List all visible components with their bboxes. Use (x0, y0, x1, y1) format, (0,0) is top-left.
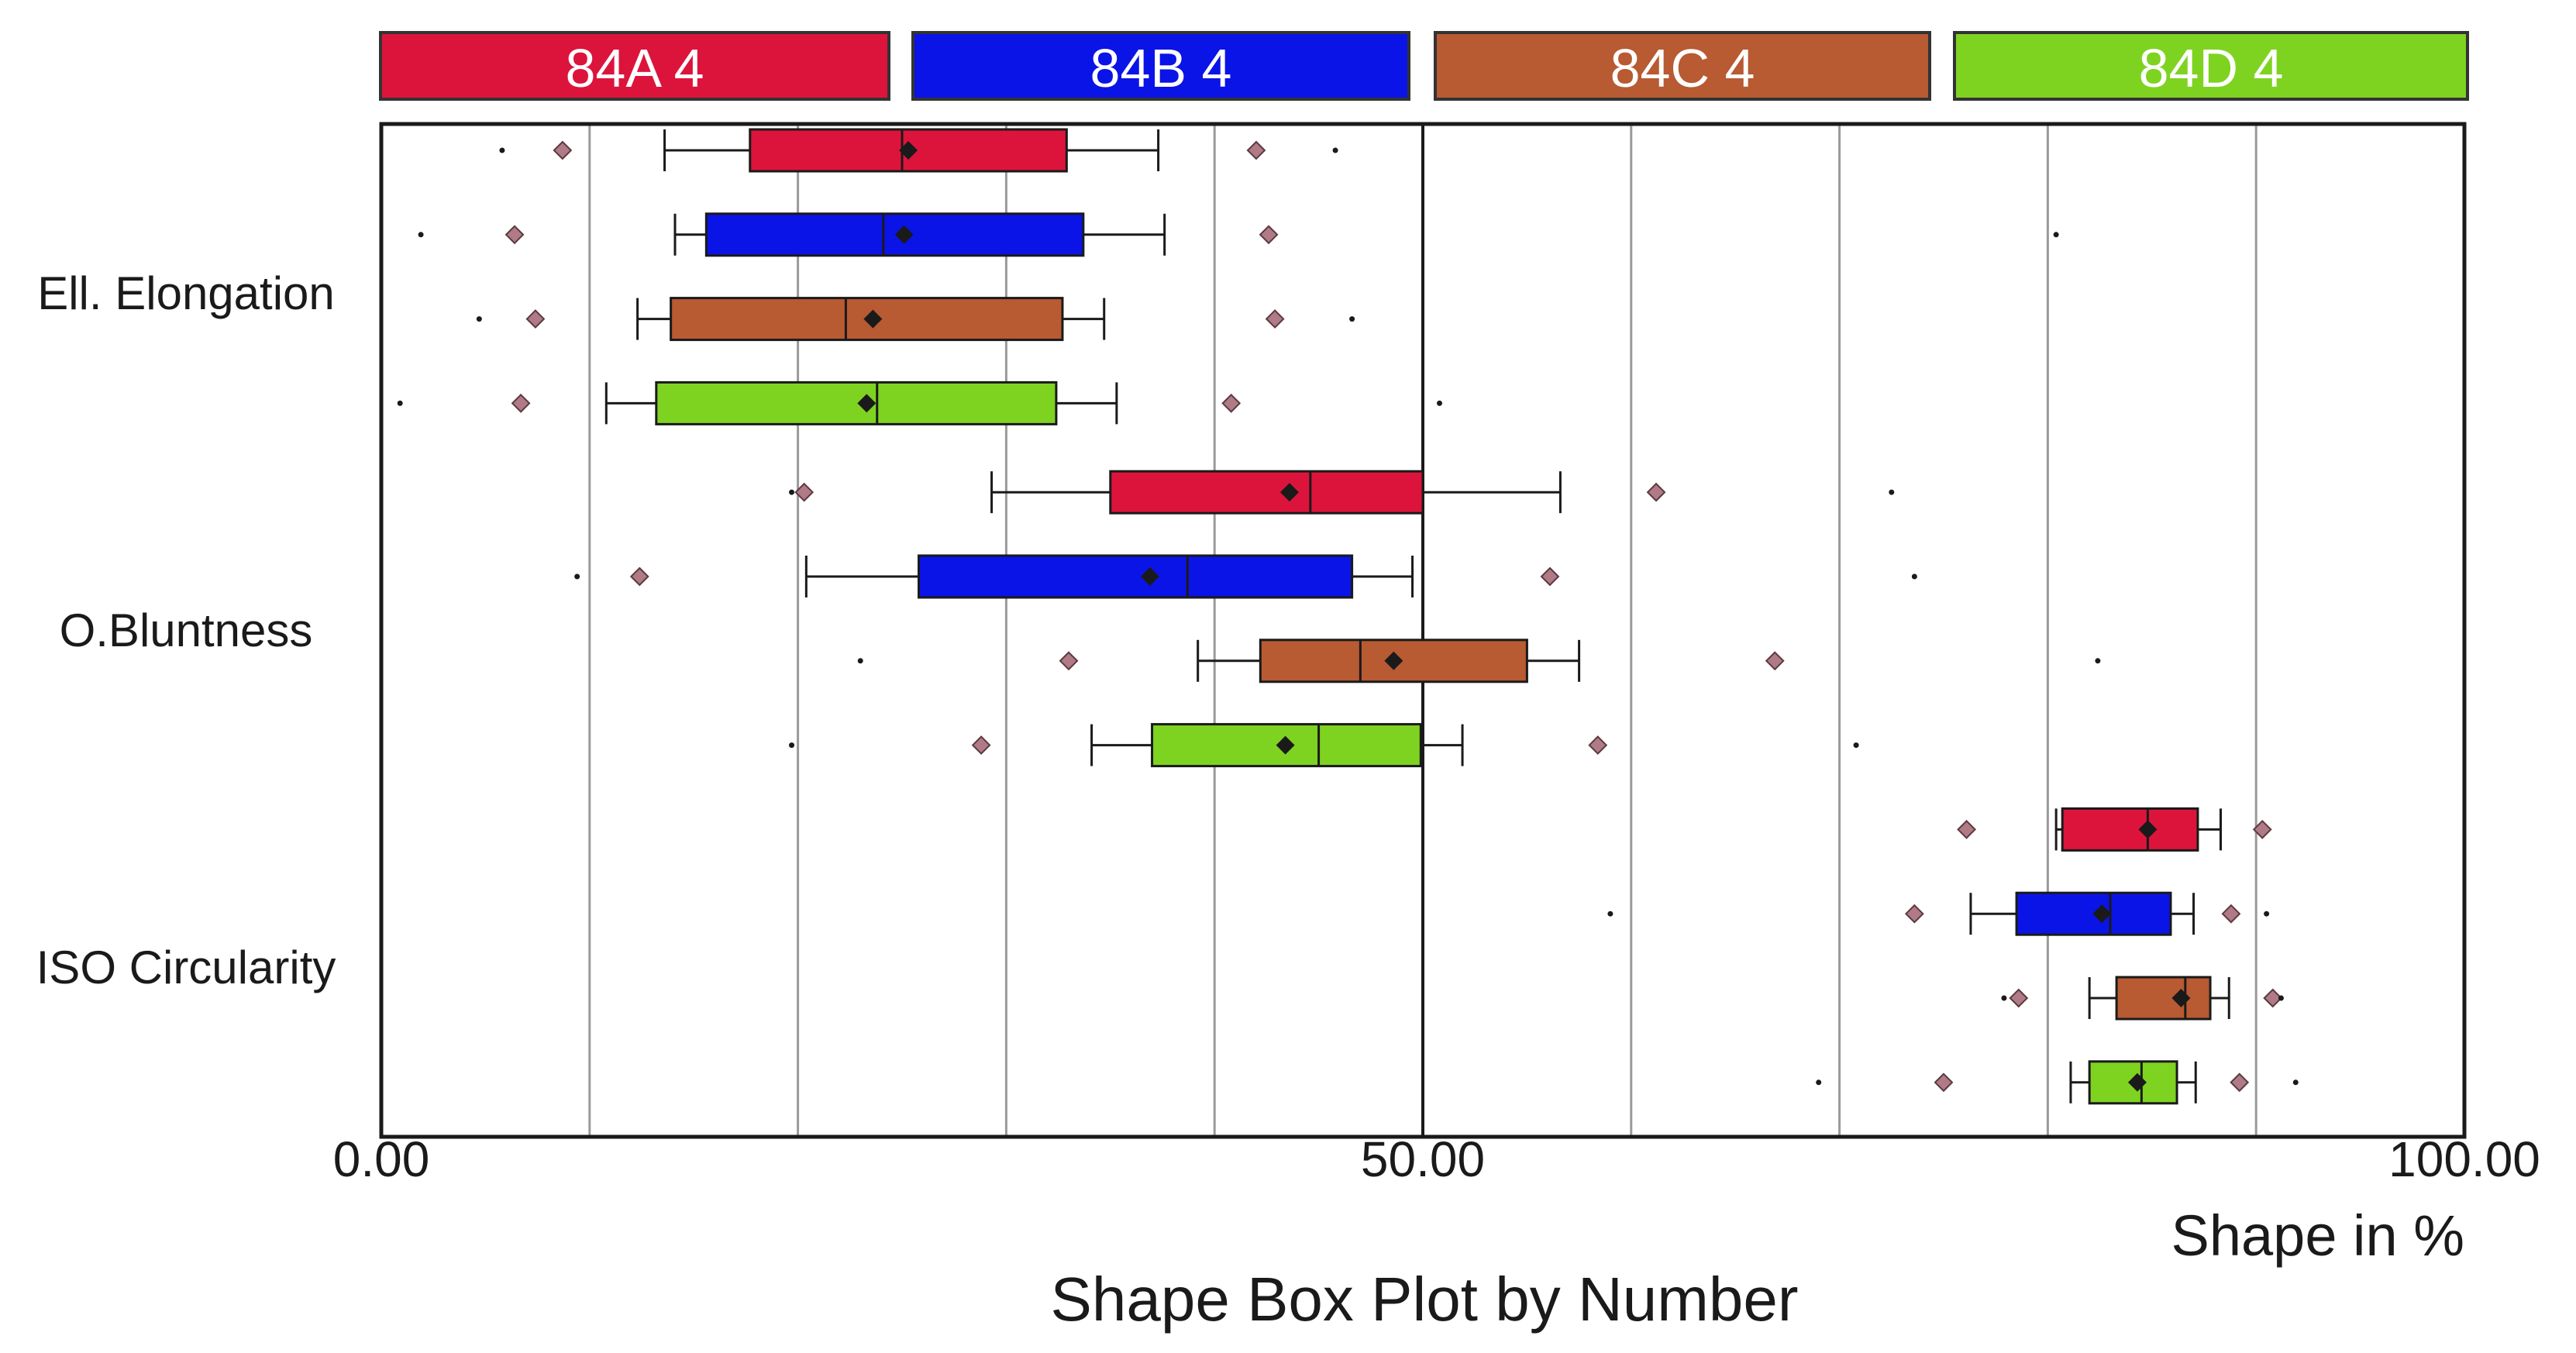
mean-marker (2171, 989, 2191, 1007)
mean-marker (2138, 820, 2158, 839)
extreme-marker (2001, 995, 2007, 1001)
outlier-marker (525, 309, 546, 329)
extreme-marker (857, 658, 863, 664)
outlier-marker (1265, 309, 1285, 329)
legend-swatch (1434, 31, 1931, 101)
box-item (789, 470, 1895, 515)
box-item (397, 380, 1443, 425)
extreme-marker (2292, 1079, 2299, 1086)
outlier-marker (2009, 988, 2029, 1008)
legend-label: 84B 4 (1090, 38, 1232, 98)
category-label: Ell. Elongation (37, 267, 335, 319)
category-labels: Ell. Elongation O.Bluntness ISO Circularit… (36, 267, 336, 993)
mean-marker (894, 225, 914, 244)
extreme-marker (476, 316, 482, 322)
extreme-marker (1889, 489, 1895, 495)
mean-marker (1384, 651, 1403, 670)
x-tick-label: 50.00 (1361, 1131, 1485, 1187)
outlier-marker (1259, 225, 1279, 245)
iqr-box (2061, 807, 2199, 852)
outlier-marker (1934, 1072, 1954, 1093)
mean-marker (2127, 1072, 2147, 1092)
extreme-marker (1437, 400, 1443, 406)
box-item (476, 297, 1355, 342)
extreme-marker (574, 573, 580, 580)
legend-swatch (379, 31, 890, 101)
mean-marker (2092, 904, 2112, 924)
box-item (789, 723, 1859, 768)
extreme-marker (1332, 147, 1338, 153)
x-tick-label: 100.00 (2388, 1131, 2540, 1187)
outlier-marker (505, 225, 525, 245)
outlier-marker (1904, 904, 1924, 924)
outlier-marker (1588, 735, 1608, 756)
legend-label: 84C 4 (1610, 38, 1755, 98)
outlier-marker (971, 735, 991, 756)
mean-marker (899, 141, 918, 160)
x-tick-label: 0.00 (333, 1131, 430, 1187)
iqr-box (1109, 470, 1424, 515)
box-item (1607, 891, 2270, 936)
legend-label: 84A 4 (565, 38, 704, 98)
box-item (574, 554, 1917, 599)
mean-marker (1140, 567, 1159, 586)
mean-marker (1276, 735, 1295, 755)
plot-frame (379, 122, 2467, 1139)
extreme-marker (789, 742, 795, 749)
iqr-box (918, 554, 1354, 599)
outlier-marker (1765, 651, 1785, 671)
mean-marker (863, 309, 883, 329)
outlier-marker (1221, 393, 1242, 413)
extreme-marker (397, 400, 403, 406)
box-item (418, 212, 2059, 257)
x-axis-label: Shape in % (2171, 1203, 2465, 1268)
mean-marker (857, 394, 876, 413)
box-item (499, 128, 1338, 173)
extreme-marker (1349, 316, 1355, 322)
extreme-marker (1607, 911, 1613, 917)
extreme-marker (2053, 232, 2059, 238)
mean-marker (1279, 483, 1299, 502)
outlier-marker (553, 140, 573, 160)
outlier-marker (2221, 904, 2241, 924)
outlier-marker (2252, 819, 2272, 839)
extreme-marker (499, 147, 505, 153)
outlier-marker (1646, 482, 1666, 502)
extreme-marker (1816, 1079, 1822, 1086)
outlier-marker (1540, 566, 1560, 587)
outlier-marker (2263, 988, 2283, 1008)
outlier-marker (629, 566, 649, 587)
outlier-marker (794, 482, 814, 502)
box-item (1816, 1060, 2299, 1105)
legend-swatch (911, 31, 1410, 101)
extreme-marker (2095, 658, 2101, 664)
extreme-marker (1853, 742, 1859, 749)
iqr-box (704, 212, 1085, 257)
chart-title: Shape Box Plot by Number (1051, 1265, 1799, 1334)
outlier-marker (1246, 140, 1266, 160)
extreme-marker (418, 232, 424, 238)
category-label: O.Bluntness (60, 604, 313, 656)
box-item (857, 639, 2101, 683)
legend-swatch (1953, 31, 2469, 101)
iqr-box (2115, 976, 2212, 1021)
extreme-marker (1911, 573, 1917, 580)
x-tick-labels: 0.00 50.00 100.00 (333, 1131, 2540, 1187)
iqr-box (655, 380, 1058, 425)
extreme-marker (2264, 911, 2270, 917)
legend: 84A 4 84B 4 84C 4 84D 4 (379, 31, 2469, 101)
outlier-marker (511, 393, 531, 413)
category-label: ISO Circularity (36, 942, 336, 993)
box-item (1957, 807, 2272, 852)
legend-label: 84D 4 (2139, 38, 2284, 98)
gridlines (588, 124, 2257, 1137)
outlier-marker (1059, 651, 1079, 671)
extreme-marker (789, 489, 795, 495)
extreme-marker (2278, 995, 2284, 1001)
outlier-marker (2230, 1072, 2250, 1093)
box-item (2001, 976, 2284, 1021)
outlier-marker (1957, 819, 1976, 839)
boxes (397, 128, 2299, 1105)
